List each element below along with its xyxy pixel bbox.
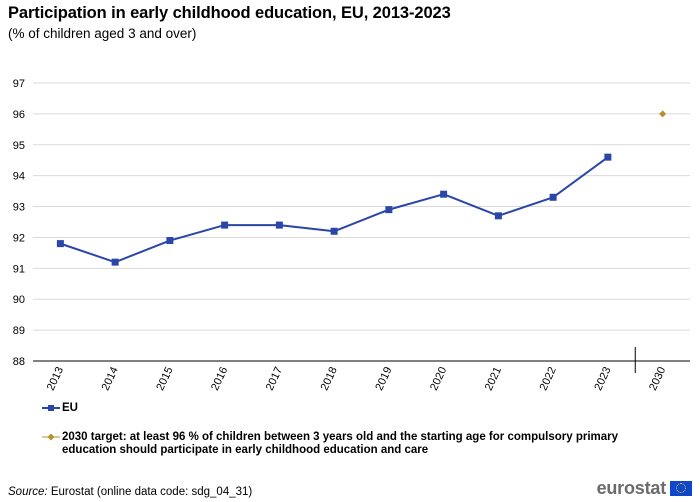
y-tick-label-90: 90 bbox=[13, 294, 25, 306]
data-point-eu-2015 bbox=[166, 237, 174, 245]
y-tick-label-88: 88 bbox=[13, 356, 25, 368]
data-point-eu-2021 bbox=[494, 212, 502, 220]
source-text: Eurostat (online data code: sdg_04_31) bbox=[47, 486, 253, 498]
series-line-0 bbox=[60, 156, 609, 264]
y-tick-label-89: 89 bbox=[13, 325, 25, 337]
data-point-eu-2019 bbox=[385, 206, 393, 214]
y-tick-label-95: 95 bbox=[13, 140, 25, 152]
data-point-eu-2017 bbox=[275, 221, 283, 229]
chart-title: Participation in early childhood educati… bbox=[8, 4, 451, 22]
x-tick-label-2030: 2030 bbox=[647, 365, 668, 392]
x-tick-label-2015: 2015 bbox=[154, 365, 175, 392]
x-tick-label-2020: 2020 bbox=[428, 365, 449, 392]
data-point-target-2030 bbox=[659, 110, 667, 118]
x-tick-label-2017: 2017 bbox=[264, 365, 285, 392]
chart-subtitle: (% of children aged 3 and over) bbox=[8, 26, 197, 41]
data-point-eu-2014 bbox=[111, 258, 119, 266]
data-point-eu-2013 bbox=[56, 240, 64, 248]
y-tick-label-92: 92 bbox=[13, 232, 25, 244]
x-tick-label-2014: 2014 bbox=[100, 365, 121, 392]
x-tick-label-2013: 2013 bbox=[45, 365, 66, 392]
x-tick-label-2021: 2021 bbox=[483, 365, 504, 392]
y-axis-ticks: 88 89 90 91 92 93 94 95 96 97 bbox=[13, 78, 25, 368]
y-tick-label-97: 97 bbox=[13, 78, 25, 90]
data-point-eu-2023 bbox=[604, 153, 612, 161]
x-tick-label-2023: 2023 bbox=[592, 365, 613, 392]
legend-eu-label: EU bbox=[62, 402, 78, 414]
x-tick-label-2022: 2022 bbox=[538, 365, 559, 392]
source-note: Source: Eurostat (online data code: sdg_… bbox=[8, 486, 252, 498]
data-point-eu-2018 bbox=[330, 227, 338, 235]
eu-flag-icon bbox=[670, 480, 692, 496]
source-prefix: Source: bbox=[8, 486, 48, 498]
x-axis bbox=[33, 347, 690, 373]
legend-item-2030-target[interactable]: 2030 target: at least 96 % of children b… bbox=[42, 431, 682, 461]
x-tick-label-2016: 2016 bbox=[209, 365, 230, 392]
eurostat-logo-text: eurostat bbox=[596, 477, 667, 498]
data-point-eu-2020 bbox=[440, 190, 448, 198]
y-tick-label-96: 96 bbox=[13, 109, 25, 121]
eurostat-logo: eurostat bbox=[597, 478, 692, 498]
legend-eu-swatch-icon bbox=[42, 405, 60, 411]
gridlines bbox=[33, 82, 690, 331]
x-tick-label-2018: 2018 bbox=[319, 365, 340, 392]
legend-target-label: 2030 target: at least 96 % of children b… bbox=[62, 431, 619, 456]
y-tick-label-93: 93 bbox=[13, 202, 25, 214]
legend-target-swatch-icon bbox=[42, 433, 60, 441]
y-tick-label-91: 91 bbox=[13, 263, 25, 275]
data-point-eu-2016 bbox=[221, 221, 229, 229]
x-axis-ticks: 2013 2014 2015 2016 2017 2018 2019 2020 2021 2022… bbox=[45, 365, 668, 392]
series-layer bbox=[56, 110, 667, 266]
y-tick-label-94: 94 bbox=[13, 171, 25, 183]
x-tick-label-2019: 2019 bbox=[373, 365, 394, 392]
data-point-eu-2022 bbox=[549, 193, 557, 201]
